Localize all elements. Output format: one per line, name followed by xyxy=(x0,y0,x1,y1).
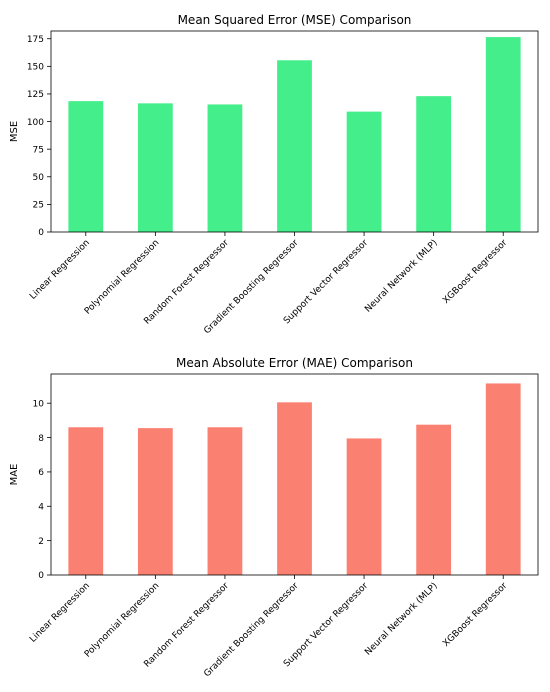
mae-bar-0 xyxy=(68,427,104,575)
mse-x-tick-label-5: Neural Network (MLP) xyxy=(363,238,440,315)
mse-y-tick-label-0: 0 xyxy=(38,228,44,238)
mae-y-tick-label-1: 2 xyxy=(38,537,44,547)
mse-bar-2 xyxy=(207,104,243,232)
mae-bar-6 xyxy=(485,383,521,575)
mae-x-tick-label-1: Polynomial Regression xyxy=(83,581,162,660)
mae-chart-title: Mean Absolute Error (MAE) Comparison xyxy=(176,356,413,370)
mae-bar-1 xyxy=(137,428,173,575)
mae-bars xyxy=(68,383,521,575)
mse-bar-1 xyxy=(137,103,173,232)
mse-bar-6 xyxy=(485,37,521,233)
mae-bar-5 xyxy=(416,424,452,575)
mse-y-axis-label: MSE xyxy=(9,121,20,142)
mae-y-tick-label-5: 10 xyxy=(33,399,45,409)
mse-bar-5 xyxy=(416,96,452,233)
mse-bar-4 xyxy=(346,111,382,232)
mae-x-tick-label-0: Linear Regression xyxy=(28,581,92,645)
mse-bar-0 xyxy=(68,101,104,232)
mse-x-tick-label-0: Linear Regression xyxy=(28,238,92,302)
mae-y-tick-label-3: 6 xyxy=(38,468,44,478)
mae-x-tick-label-6: XGBoost Regressor xyxy=(441,581,509,649)
mse-y-ticks: 0 25 50 75 100 125 150 175 xyxy=(27,35,51,238)
mse-y-tick-label-5: 125 xyxy=(27,90,44,100)
mae-y-tick-label-4: 8 xyxy=(38,434,44,444)
mae-y-tick-label-2: 4 xyxy=(38,502,44,512)
mse-x-tick-label-1: Polynomial Regression xyxy=(83,238,162,317)
mae-bar-4 xyxy=(346,438,382,575)
mse-chart-title: Mean Squared Error (MSE) Comparison xyxy=(178,13,412,27)
mae-y-axis-label: MAE xyxy=(9,464,20,486)
mse-x-tick-label-4: Support Vector Regressor xyxy=(282,238,370,326)
mae-y-tick-label-0: 0 xyxy=(38,571,44,581)
mae-bar-3 xyxy=(277,402,312,575)
mse-y-tick-label-4: 100 xyxy=(27,118,44,128)
mse-x-tick-label-6: XGBoost Regressor xyxy=(441,238,509,306)
mae-x-tick-label-4: Support Vector Regressor xyxy=(282,581,370,669)
mse-chart: Mean Squared Error (MSE) Comparison MSE … xyxy=(9,13,539,336)
mse-y-tick-label-6: 150 xyxy=(27,63,44,73)
mse-y-tick-label-7: 175 xyxy=(27,35,44,45)
mse-y-tick-label-1: 25 xyxy=(33,201,44,211)
mae-y-ticks: 0 2 4 6 8 10 xyxy=(33,399,51,581)
mse-y-tick-label-3: 75 xyxy=(33,145,44,155)
mse-bars xyxy=(68,37,521,233)
mse-y-tick-label-2: 50 xyxy=(33,173,45,183)
mae-chart: Mean Absolute Error (MAE) Comparison MAE… xyxy=(9,356,539,679)
mae-bar-2 xyxy=(207,427,243,575)
mse-bar-3 xyxy=(277,60,312,233)
mae-x-tick-label-5: Neural Network (MLP) xyxy=(363,581,440,658)
